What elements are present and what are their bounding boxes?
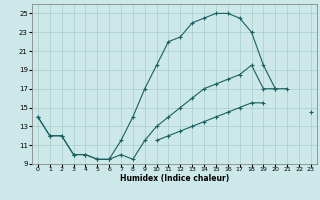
X-axis label: Humidex (Indice chaleur): Humidex (Indice chaleur) (120, 174, 229, 183)
